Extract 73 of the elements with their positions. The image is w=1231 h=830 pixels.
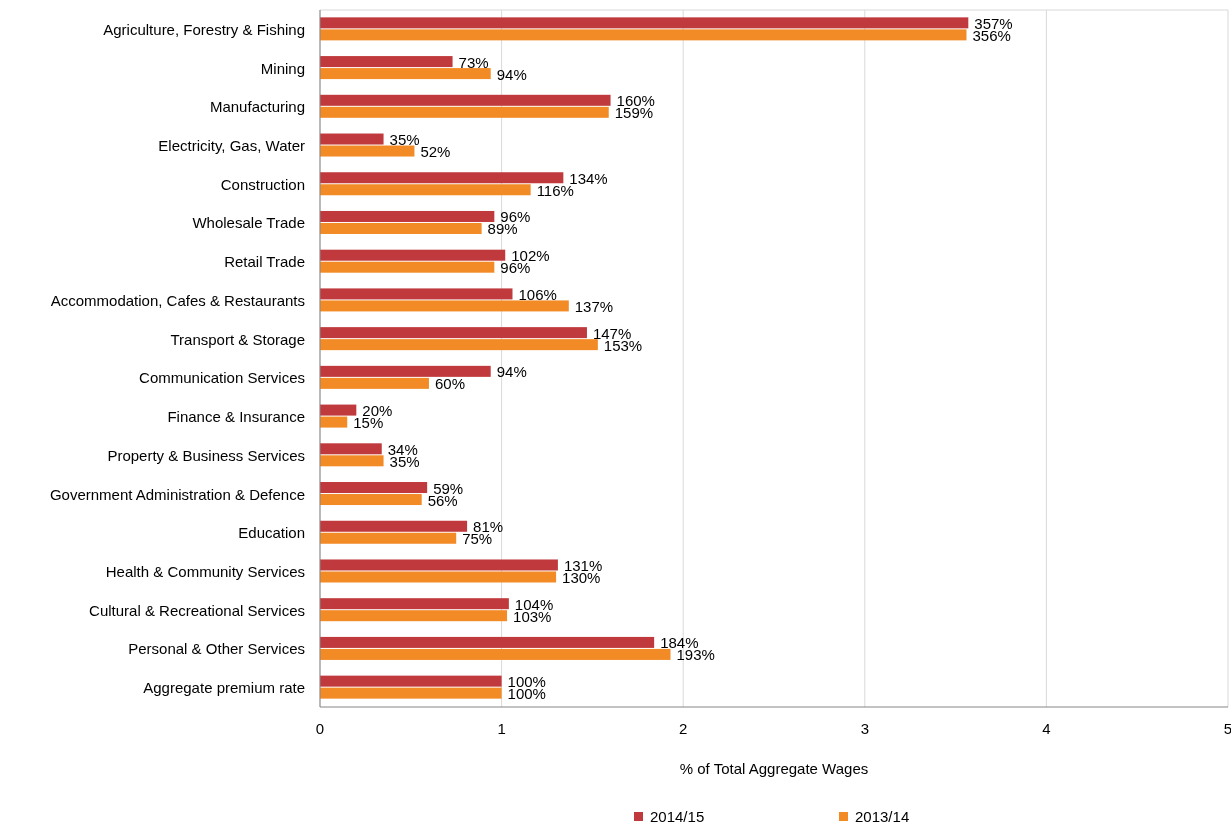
bar (320, 443, 382, 455)
data-label: 106% (518, 285, 557, 303)
y-tick-label: Transport & Storage (170, 330, 305, 348)
bar (320, 455, 384, 467)
bar (320, 377, 429, 389)
data-label: 60% (434, 375, 465, 393)
bar (320, 17, 969, 29)
y-tick-label: Education (238, 524, 305, 542)
x-tick-label: 4 (1042, 720, 1051, 737)
x-tick-label: 3 (860, 720, 869, 737)
y-tick-label: Government Administration & Defence (49, 485, 305, 503)
bar (320, 610, 508, 622)
bar (320, 598, 509, 610)
bar (320, 300, 569, 312)
data-label: 134% (569, 169, 608, 187)
y-tick-label: Aggregate premium rate (143, 679, 305, 697)
y-tick-label: Accommodation, Cafes & Restaurants (50, 291, 305, 309)
bar (320, 520, 468, 532)
bar (320, 404, 357, 416)
bar (320, 482, 428, 494)
data-label: 94% (496, 363, 527, 381)
bar (320, 106, 609, 118)
x-tick-label: 5 (1223, 720, 1231, 737)
bar (320, 68, 491, 80)
x-tick-label: 2 (679, 720, 688, 737)
y-tick-label: Manufacturing (209, 98, 305, 116)
bar (320, 687, 502, 699)
y-tick-label: Health & Community Services (105, 562, 305, 580)
y-tick-label: Retail Trade (224, 253, 305, 271)
bar (320, 288, 513, 300)
y-tick-label: Communication Services (139, 369, 305, 387)
data-label: 52% (420, 143, 451, 161)
bar (320, 532, 457, 544)
data-label: 94% (496, 65, 527, 83)
bar (320, 675, 502, 687)
y-tick-label: Property & Business Services (107, 446, 305, 464)
bar (320, 249, 506, 261)
bar (320, 56, 453, 68)
y-tick-label: Wholesale Trade (192, 214, 305, 232)
bar (320, 416, 348, 428)
data-label: 59% (433, 479, 464, 497)
bar (320, 261, 495, 273)
y-tick-label: Construction (220, 175, 305, 193)
bar (320, 559, 558, 571)
bar (320, 172, 564, 184)
y-tick-label: Mining (260, 59, 305, 77)
bar (320, 29, 967, 41)
bar (320, 648, 671, 660)
bar (320, 210, 495, 222)
bar (320, 222, 482, 234)
bar (320, 365, 491, 377)
bar (320, 184, 531, 196)
data-label: 35% (389, 131, 420, 149)
y-tick-label: Cultural & Recreational Services (89, 601, 305, 619)
x-axis-title: % of Total Aggregate Wages (679, 760, 869, 777)
bar (320, 571, 557, 583)
y-tick-label: Agriculture, Forestry & Fishing (103, 20, 305, 38)
bar (320, 636, 655, 648)
y-tick-label: Personal & Other Services (128, 640, 305, 658)
legend-label: 2013/14 (855, 808, 910, 825)
x-tick-label: 0 (315, 720, 325, 737)
y-tick-label: Electricity, Gas, Water (158, 137, 305, 155)
bar (320, 133, 384, 145)
bar (320, 327, 587, 339)
data-label: 137% (574, 297, 614, 315)
bar (320, 494, 422, 506)
y-tick-label: Finance & Insurance (167, 408, 305, 426)
bar (320, 145, 415, 157)
legend-label: 2014/15 (650, 808, 705, 825)
data-label: 73% (458, 53, 489, 71)
bar (320, 94, 611, 106)
bar (320, 339, 598, 351)
x-tick-label: 1 (497, 720, 506, 737)
